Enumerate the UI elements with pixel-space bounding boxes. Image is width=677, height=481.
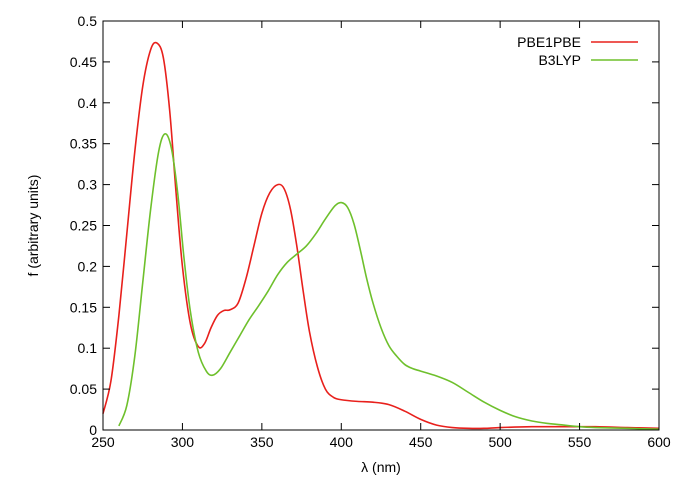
y-tick-label: 0.5 [78,13,98,29]
x-tick-label: 550 [568,434,592,450]
plot-frame [102,20,660,431]
legend-label: PBE1PBE [517,34,581,50]
y-axis-title: f (arbitrary units) [25,175,41,277]
y-tick-label: 0.1 [78,340,98,356]
axes [102,20,660,431]
y-tick-label: 0.15 [70,299,97,315]
x-tick-label: 300 [171,434,195,450]
x-tick-label: 250 [91,434,115,450]
x-tick-label: 350 [250,434,274,450]
x-tick-label: 450 [409,434,433,450]
y-tick-label: 0 [89,422,97,438]
y-tick-label: 0.3 [78,177,98,193]
x-tick-label: 600 [647,434,671,450]
x-tick-label: 500 [488,434,512,450]
ticks: 250 300 350 400 450 500 550 600 0 0.05 0.1 0.15 0.2 0… [70,13,671,450]
y-tick-label: 0.2 [78,258,98,274]
y-tick-label: 0.35 [70,136,97,152]
x-tick-label: 400 [330,434,354,450]
legend: PBE1PBE B3LYP [517,34,638,68]
y-tick-label: 0.25 [70,218,97,234]
legend-label: B3LYP [538,52,581,68]
plot-area [102,41,660,430]
y-tick-label: 0.05 [70,381,97,397]
y-tick-label: 0.4 [78,95,98,111]
x-axis-title: λ (nm) [361,459,401,475]
series-line-pbe1pbe [102,41,660,430]
series-line-b3lyp [118,133,660,430]
y-tick-label: 0.45 [70,54,97,70]
